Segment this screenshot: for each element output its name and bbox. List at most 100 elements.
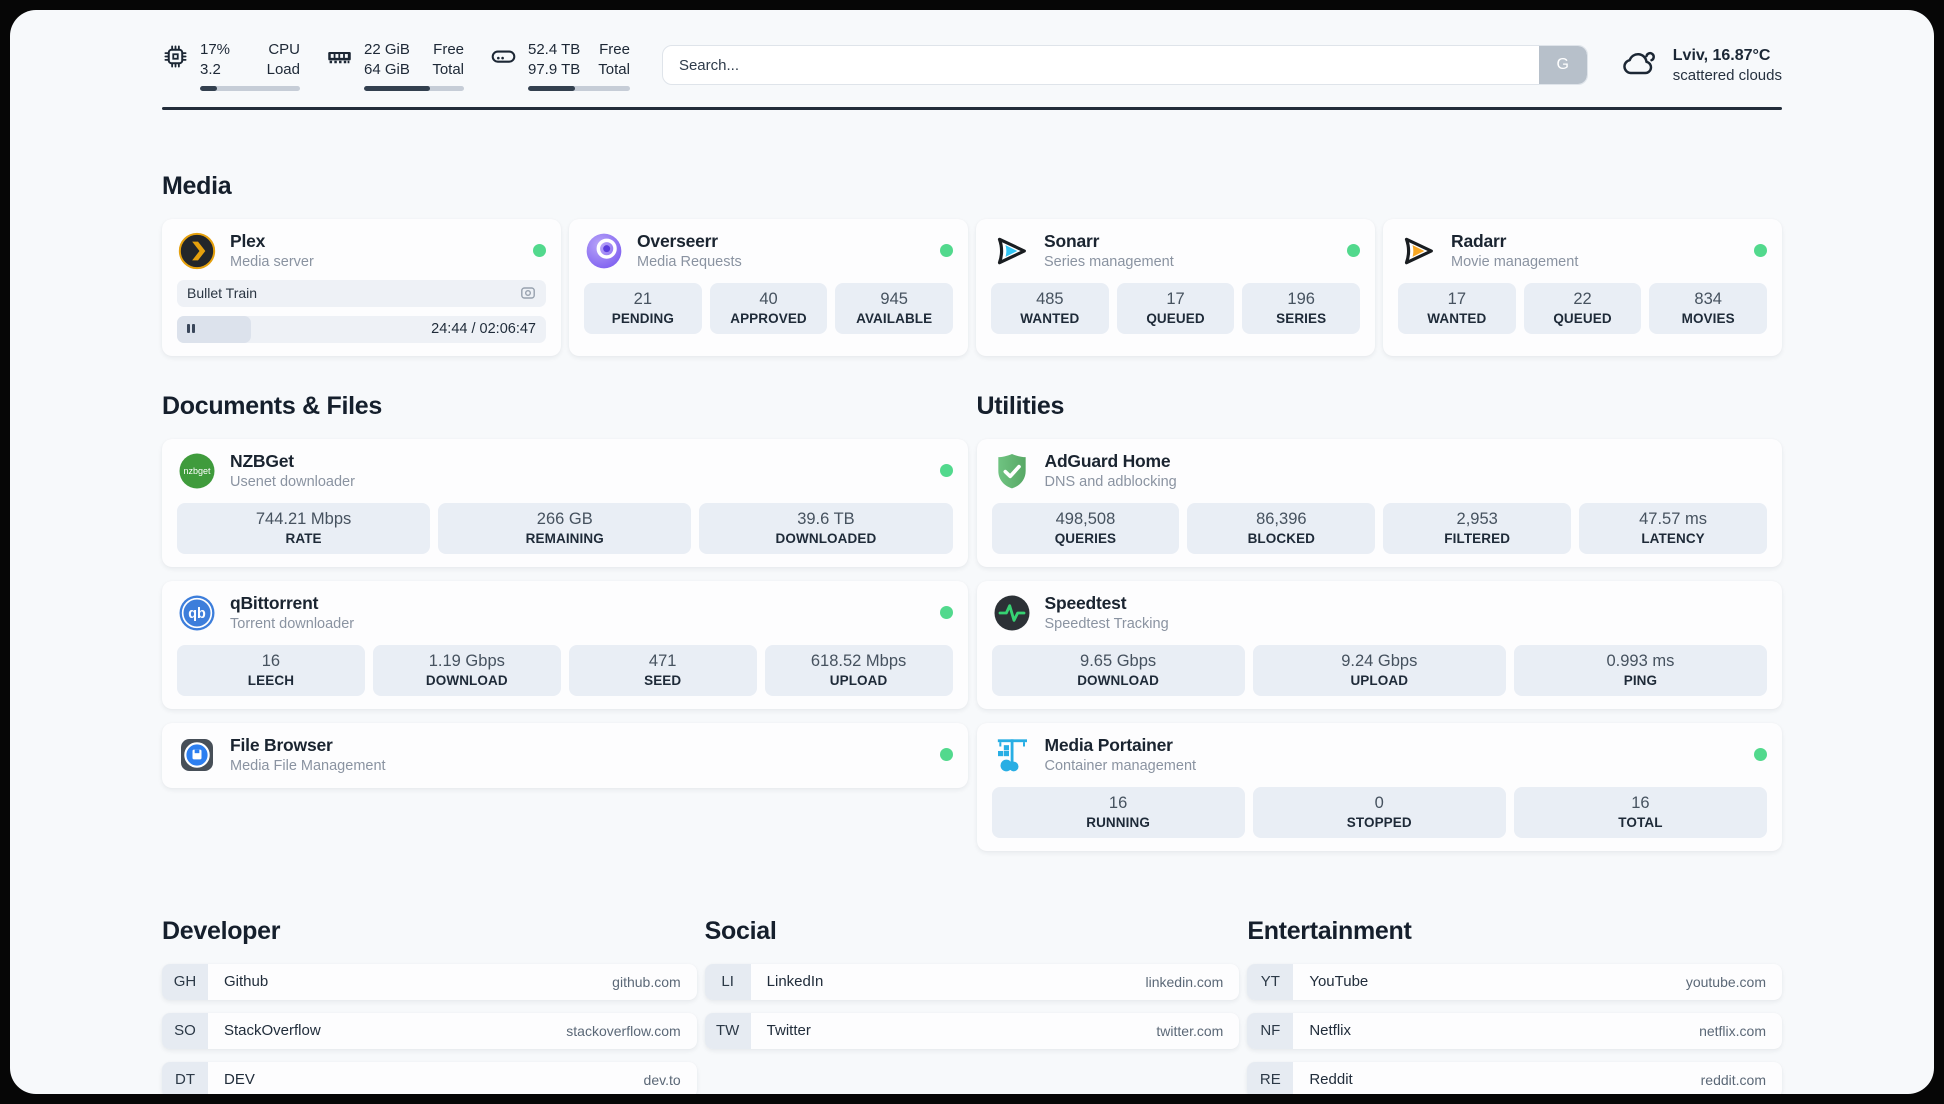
app-card-overseerr[interactable]: Overseerr Media Requests 21 PENDING 40 APPROV…	[569, 218, 968, 356]
portainer-icon	[992, 735, 1032, 775]
stat-value: 834	[1694, 289, 1722, 308]
stat-value: 2,953	[1456, 509, 1498, 528]
online-status-dot	[1754, 244, 1767, 257]
stat-running: 16 RUNNING	[991, 786, 1245, 838]
stat-row: 744.21 Mbps RATE 266 GB REMAINING 39.6 TB DOW…	[177, 502, 953, 554]
app-card-nzbget[interactable]: nzbget NZBGet Usenet downloader 744.21 Mbps…	[162, 438, 968, 567]
stat-value: 17	[1166, 289, 1185, 308]
link-abbrev-badge: DT	[162, 1061, 208, 1094]
search-engine-button[interactable]: G	[1538, 46, 1587, 85]
stat-queued: 17 QUEUED	[1116, 282, 1235, 334]
pause-icon	[187, 321, 197, 337]
stat-value: 39.6 TB	[797, 509, 855, 528]
stat-blocked: 86,396 BLOCKED	[1187, 502, 1376, 554]
stat-value: 16	[1631, 793, 1650, 812]
stat-value: 21	[633, 289, 653, 308]
online-status-dot	[940, 244, 953, 257]
link-url: github.com	[612, 973, 681, 990]
stat-label: UPLOAD	[1350, 672, 1409, 688]
app-card-speedtest[interactable]: Speedtest Speedtest Tracking 9.65 Gbps DOWN…	[976, 580, 1782, 709]
weather-condition: scattered clouds	[1672, 66, 1782, 84]
stat-row: 21 PENDING 40 APPROVED 945 AVAILABLE	[584, 282, 954, 334]
stat-value: 9.65 Gbps	[1080, 651, 1157, 670]
app-title: Speedtest	[1044, 593, 1127, 613]
stat-rate: 744.21 Mbps RATE	[177, 502, 431, 554]
app-title: File Browser	[230, 735, 333, 755]
stat-label: QUEUED	[1146, 310, 1205, 326]
plex-icon	[177, 231, 217, 271]
stat-remaining: 266 GB REMAINING	[438, 502, 692, 554]
stat-label: REMAINING	[525, 530, 604, 546]
now-playing-title: Bullet Train	[187, 285, 258, 301]
documents-column: Documents & Files nzbget NZBGet Usenet dow…	[162, 392, 968, 788]
link-abbrev-badge: YT	[1247, 963, 1294, 1000]
link-abbrev-badge: TW	[704, 1012, 751, 1049]
weather-widget: Lviv, 16.87°C scattered clouds	[1620, 47, 1782, 84]
dashboard-page: 17% CPU 3.2 Load 22 GiB Free 64 G	[10, 10, 1934, 1094]
link-url: twitter.com	[1156, 1022, 1224, 1039]
stat-value: 22	[1573, 289, 1592, 308]
link-netflix[interactable]: NF Netflix netflix.com	[1247, 1012, 1782, 1049]
link-abbrev-badge: GH	[162, 963, 208, 1000]
stat-label: PING	[1623, 672, 1658, 688]
link-reddit[interactable]: RE Reddit reddit.com	[1247, 1061, 1782, 1094]
link-title: DEV	[224, 1071, 255, 1088]
stat-row: 9.65 Gbps DOWNLOAD 9.24 Gbps UPLOAD 0.993 ms…	[991, 644, 1768, 696]
cast-icon[interactable]	[520, 285, 536, 301]
disk-progress-bar	[528, 85, 630, 91]
playback-progress[interactable]: 24:44 / 02:06:47	[177, 315, 546, 343]
stat-label: LATENCY	[1641, 530, 1705, 546]
overseerr-icon	[584, 231, 624, 271]
stat-label: DOWNLOAD	[425, 672, 508, 688]
stat-seed: 471 SEED	[568, 644, 757, 696]
nzbget-icon: nzbget	[177, 451, 217, 491]
ram-free-label: Free	[433, 41, 464, 58]
app-card-qbittorrent[interactable]: qb qBittorrent Torrent downloader 16 LEECH 1.…	[162, 580, 968, 709]
filebrowser-icon	[177, 735, 217, 775]
app-card-adguard[interactable]: AdGuard Home DNS and adblocking 498,508 QUE…	[976, 438, 1782, 567]
stat-label: SEED	[644, 672, 682, 688]
cpu-label: CPU	[268, 41, 300, 58]
stat-label: UPLOAD	[829, 672, 888, 688]
app-title: Sonarr	[1044, 231, 1100, 251]
now-playing-bar[interactable]: Bullet Train	[177, 279, 546, 307]
app-card-plex[interactable]: Plex Media server Bullet Train 24:44 / 02:0…	[162, 218, 561, 356]
app-subtitle: Speedtest Tracking	[1044, 616, 1169, 632]
stat-label: APPROVED	[730, 310, 807, 326]
app-card-portainer[interactable]: Media Portainer Container management 16 RUN…	[976, 722, 1782, 851]
link-github[interactable]: GH Github github.com	[162, 963, 697, 1000]
qbittorrent-icon: qb	[177, 593, 217, 633]
stat-wanted: 17 WANTED	[1398, 282, 1516, 334]
section-title-developer: Developer	[162, 916, 281, 945]
link-linkedin[interactable]: LI LinkedIn linkedin.com	[704, 963, 1240, 1000]
app-card-sonarr[interactable]: Sonarr Series management 485 WANTED 17 QUEUED…	[976, 218, 1375, 356]
section-title-documents: Documents & Files	[162, 391, 382, 420]
stat-filtered: 2,953 FILTERED	[1383, 502, 1572, 554]
radarr-icon	[1398, 231, 1438, 271]
stat-label: QUERIES	[1054, 530, 1117, 546]
app-title: Media Portainer	[1044, 735, 1173, 755]
app-card-filebrowser[interactable]: File Browser Media File Management	[162, 722, 968, 788]
stat-label: STOPPED	[1346, 814, 1412, 830]
online-status-dot	[1754, 748, 1767, 761]
speedtest-icon	[992, 593, 1032, 633]
section-title-utilities: Utilities	[976, 391, 1065, 420]
app-card-radarr[interactable]: Radarr Movie management 17 WANTED 22 QUEUED 83…	[1383, 218, 1782, 356]
link-stackoverflow[interactable]: SO StackOverflow stackoverflow.com	[162, 1012, 697, 1049]
search-input[interactable]	[662, 46, 1539, 85]
stat-download: 9.65 Gbps DOWNLOAD	[991, 644, 1245, 696]
ram-total-label: Total	[432, 61, 464, 79]
link-title: Netflix	[1309, 1022, 1352, 1039]
link-youtube[interactable]: YT YouTube youtube.com	[1247, 963, 1782, 1000]
online-status-dot	[939, 748, 953, 761]
link-twitter[interactable]: TW Twitter twitter.com	[704, 1012, 1240, 1049]
link-dev[interactable]: DT DEV dev.to	[162, 1061, 697, 1094]
link-title: Reddit	[1309, 1071, 1353, 1088]
system-stats: 17% CPU 3.2 Load 22 GiB Free 64 G	[162, 40, 630, 91]
disk-free-label: Free	[599, 41, 630, 58]
stat-value: 16	[1108, 793, 1128, 812]
stat-label: LEECH	[247, 672, 295, 688]
stat-wanted: 485 WANTED	[991, 282, 1109, 334]
section-title-media: Media	[162, 171, 232, 200]
stat-value: 1.19 Gbps	[428, 651, 505, 670]
